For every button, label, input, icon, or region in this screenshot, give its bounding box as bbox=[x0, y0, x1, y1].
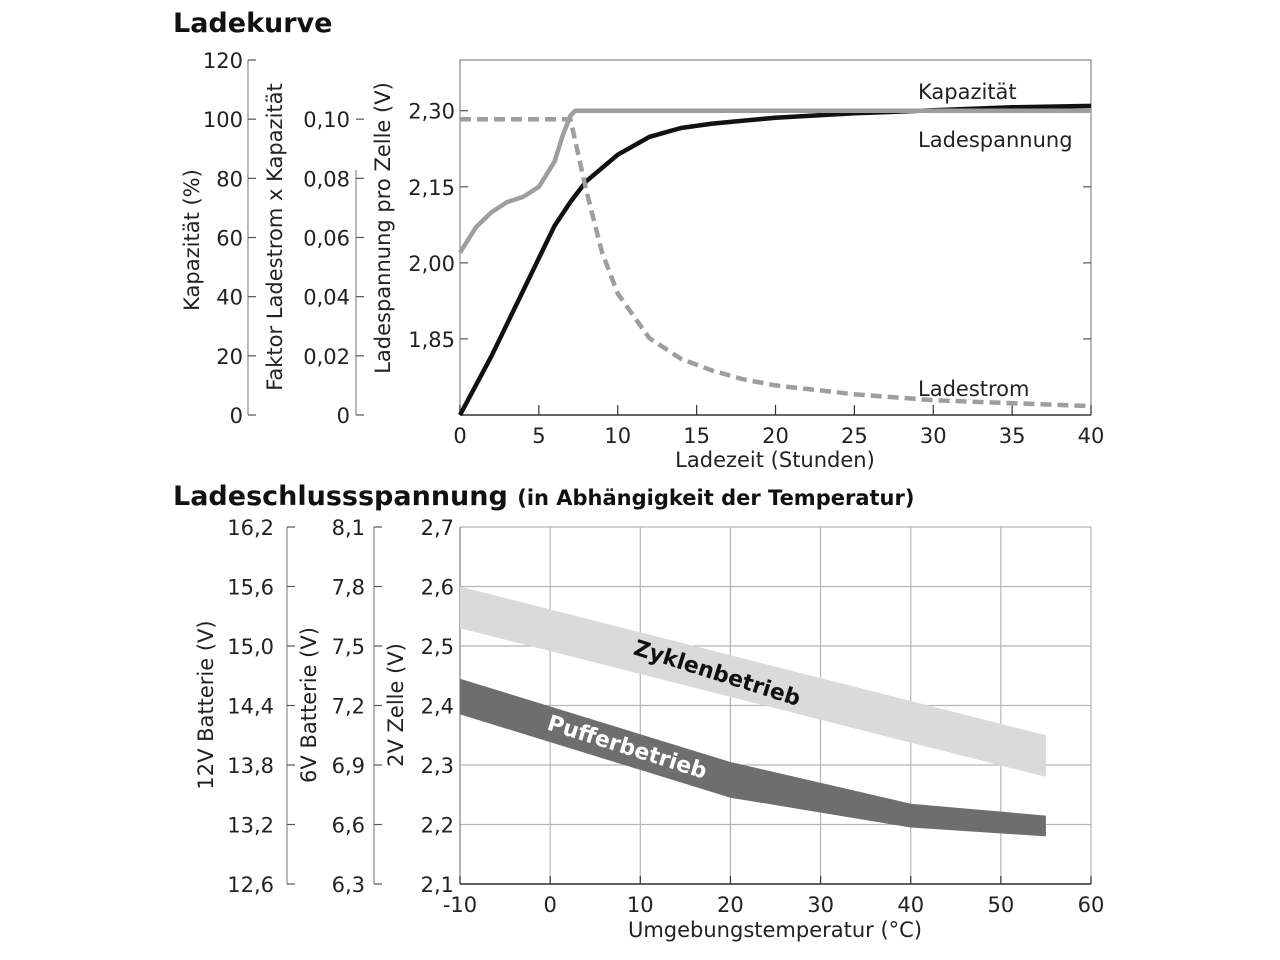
x-axis-title-temperature: Umgebungstemperatur (°C) bbox=[628, 918, 922, 942]
y-tick-label: 40 bbox=[216, 286, 243, 310]
chart-title-ladekurve: Ladekurve bbox=[173, 8, 333, 39]
y-tick-label: 14,4 bbox=[227, 695, 274, 719]
y-tick-label: 0,10 bbox=[303, 108, 350, 132]
y-tick-label: 0,08 bbox=[303, 167, 350, 191]
y-axis-title: Ladespannung pro Zelle (V) bbox=[371, 82, 395, 374]
y-tick-label: 7,5 bbox=[332, 635, 365, 659]
y-tick-label: 12,6 bbox=[227, 873, 274, 897]
y-tick-label: 0,02 bbox=[303, 345, 350, 369]
y-tick-label: 2,1 bbox=[421, 873, 454, 897]
x-tick-label: 20 bbox=[717, 893, 744, 917]
x-tick-label: 30 bbox=[920, 424, 947, 448]
y-tick-label: 6,3 bbox=[332, 873, 365, 897]
y-tick-label: 100 bbox=[203, 108, 243, 132]
x-tick-label: 35 bbox=[999, 424, 1026, 448]
y-tick-label: 2,00 bbox=[408, 252, 455, 276]
x-tick-label: -10 bbox=[443, 893, 477, 917]
y-tick-label: 80 bbox=[216, 167, 243, 191]
y-tick-label: 15,6 bbox=[227, 576, 274, 600]
y-tick-label: 13,2 bbox=[227, 814, 274, 838]
plot-frame-ladekurve bbox=[459, 59, 1092, 415]
series-label-ladespannung: Ladespannung bbox=[918, 128, 1073, 152]
y-tick-label: 2,30 bbox=[408, 100, 455, 124]
x-tick-label: 50 bbox=[987, 893, 1014, 917]
y-tick-label: 0,06 bbox=[303, 227, 350, 251]
x-tick-label: 0 bbox=[543, 893, 556, 917]
y-tick-label: 6,9 bbox=[332, 754, 365, 778]
y-tick-label: 7,2 bbox=[332, 695, 365, 719]
y-tick-label: 2,15 bbox=[408, 176, 455, 200]
y-tick-label: 2,3 bbox=[421, 754, 454, 778]
y-tick-label: 0,04 bbox=[303, 286, 350, 310]
chart-title-ladeschlussspannung: Ladeschlussspannung (in Abhängigkeit der… bbox=[173, 481, 914, 512]
x-tick-label: 25 bbox=[841, 424, 868, 448]
x-tick-label: 15 bbox=[683, 424, 710, 448]
y-tick-label: 60 bbox=[216, 227, 243, 251]
x-tick-label: 40 bbox=[897, 893, 924, 917]
y-axis-title: 12V Batterie (V) bbox=[194, 620, 218, 789]
y-tick-label: 16,2 bbox=[227, 516, 274, 540]
y-axis-title: 6V Batterie (V) bbox=[297, 627, 321, 783]
y-tick-label: 6,6 bbox=[332, 814, 365, 838]
series-line-ladespannung bbox=[458, 108, 1091, 254]
y-tick-label: 2,2 bbox=[421, 814, 454, 838]
x-tick-label: 40 bbox=[1078, 424, 1105, 448]
y-tick-label: 2,4 bbox=[421, 695, 454, 719]
y-tick-label: 13,8 bbox=[227, 754, 274, 778]
x-tick-label: 30 bbox=[807, 893, 834, 917]
band-pufferbetrieb bbox=[460, 678, 1046, 837]
series-line-kapazität bbox=[458, 103, 1092, 417]
y-tick-label: 15,0 bbox=[227, 635, 274, 659]
x-axis-title-ladekurve: Ladezeit (Stunden) bbox=[675, 448, 875, 472]
series-label-kapazität: Kapazität bbox=[918, 80, 1017, 104]
y-tick-label: 2,7 bbox=[421, 516, 454, 540]
y-axis-title: Faktor Ladestrom x Kapazität bbox=[263, 83, 287, 390]
y-axis-title: Kapazität (%) bbox=[180, 169, 204, 311]
y-tick-label: 7,8 bbox=[332, 576, 365, 600]
y-axis-title: 2V Zelle (V) bbox=[384, 643, 408, 767]
y-tick-label: 2,6 bbox=[421, 576, 454, 600]
y-tick-label: 8,1 bbox=[332, 516, 365, 540]
x-tick-label: 60 bbox=[1078, 893, 1105, 917]
y-tick-label: 1,85 bbox=[408, 328, 455, 352]
band-zyklenbetrieb bbox=[460, 586, 1046, 777]
chart-title-main: Ladeschlussspannung bbox=[173, 481, 508, 512]
x-tick-label: 20 bbox=[762, 424, 789, 448]
y-tick-label: 0 bbox=[230, 404, 243, 428]
series-label-ladestrom: Ladestrom bbox=[918, 377, 1029, 401]
x-tick-label: 5 bbox=[532, 424, 545, 448]
y-tick-label: 120 bbox=[203, 49, 243, 73]
x-tick-label: 10 bbox=[627, 893, 654, 917]
y-tick-label: 20 bbox=[216, 345, 243, 369]
chart-subtitle: (in Abhängigkeit der Temperatur) bbox=[517, 486, 915, 510]
x-tick-label: 0 bbox=[453, 424, 466, 448]
x-tick-label: 10 bbox=[604, 424, 631, 448]
y-tick-label: 0 bbox=[337, 404, 350, 428]
y-tick-label: 2,5 bbox=[421, 635, 454, 659]
series-line-ladestrom bbox=[460, 116, 1092, 409]
